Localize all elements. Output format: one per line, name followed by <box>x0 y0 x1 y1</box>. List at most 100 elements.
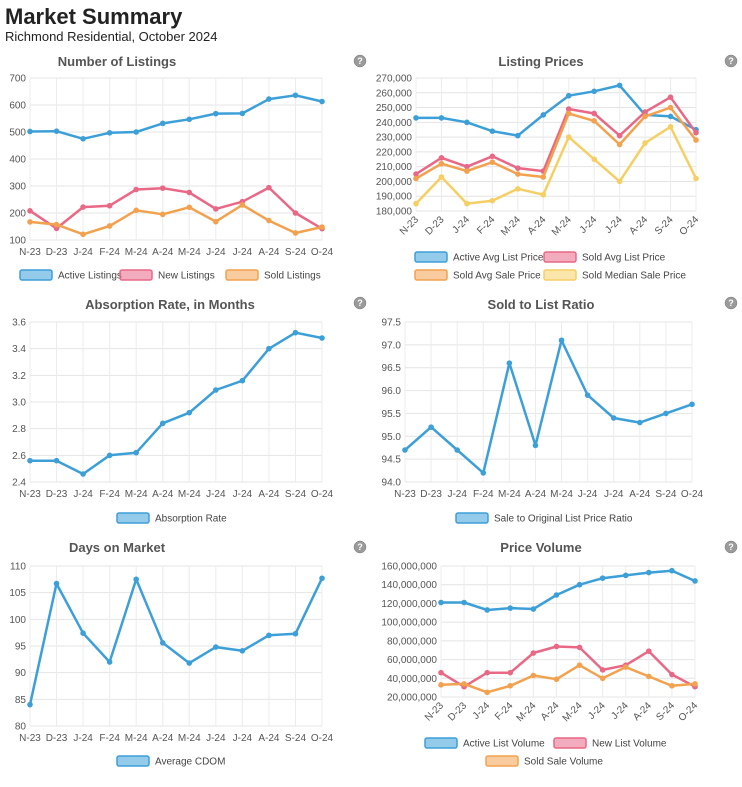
data-point-sold-listings <box>213 218 219 225</box>
legend-swatch[interactable] <box>424 737 458 749</box>
legend-item-sold-listings[interactable]: Sold Listings <box>225 269 321 282</box>
chart-title: Price Volume <box>500 540 581 555</box>
data-point-new-list-volume <box>553 643 560 650</box>
y-tick-label: 200,000 <box>376 177 413 188</box>
data-point-sold-sale-volume <box>692 681 698 687</box>
x-tick-label: S-24 <box>285 489 307 500</box>
legend-item-sold-median-sale-price[interactable]: Sold Median Sale Price <box>543 269 686 282</box>
legend-swatch[interactable] <box>116 755 150 767</box>
help-icon-circle[interactable] <box>724 54 738 68</box>
data-point-sold-listings <box>159 211 166 218</box>
help-icon[interactable]: ? <box>724 296 738 310</box>
data-point-absorption-rate <box>292 329 299 336</box>
data-point-sold-avg-list-price <box>464 163 470 170</box>
data-point-sold-median-sale-price <box>642 140 648 146</box>
help-icon[interactable]: ? <box>353 296 367 310</box>
data-point-active-list-volume <box>461 599 467 606</box>
help-icon-circle[interactable] <box>724 296 738 310</box>
x-tick-label: J-24 <box>73 489 93 500</box>
data-point-new-list-volume <box>669 671 675 678</box>
data-point-active-listings <box>53 128 60 134</box>
legend-item-sold-sale-volume[interactable]: Sold Sale Volume <box>485 755 603 768</box>
data-point-sold-median-sale-price <box>438 174 445 180</box>
legend-swatch[interactable] <box>225 269 259 281</box>
help-icon-circle[interactable] <box>724 540 738 554</box>
data-point-average-cdom <box>239 648 246 654</box>
legend-item-active-list-volume[interactable]: Active List Volume <box>424 737 545 750</box>
x-tick-label: S-24 <box>285 247 307 258</box>
series-line-sold-avg-list-price <box>415 95 698 176</box>
legend-label: Sold Sale Volume <box>524 757 603 768</box>
legend-item-sold-avg-sale-price[interactable]: Sold Avg Sale Price <box>414 269 541 282</box>
legend-swatch[interactable] <box>414 251 448 263</box>
legend-swatch[interactable] <box>19 269 53 281</box>
data-point-new-listings <box>213 206 219 212</box>
data-point-new-listings <box>186 189 193 196</box>
help-icon[interactable]: ? <box>353 54 367 68</box>
data-point-new-list-volume <box>599 667 606 673</box>
x-tick-label: A-24 <box>631 700 654 723</box>
legend-label: Active List Volume <box>463 739 545 750</box>
legend-swatch[interactable] <box>119 269 153 281</box>
x-tick-label: M-24 <box>125 489 148 500</box>
legend-swatch[interactable] <box>543 269 577 281</box>
data-point-sold-sale-volume <box>599 675 606 682</box>
data-point-sale-to-original-list-price-ratio <box>663 410 669 417</box>
x-tick-label: A-24 <box>152 489 174 500</box>
data-point-active-listings <box>133 129 139 135</box>
help-icon-glyph: ? <box>728 542 734 552</box>
help-icon[interactable]: ? <box>724 54 738 68</box>
legend-item-sold-avg-list-price[interactable]: Sold Avg List Price <box>543 251 666 264</box>
series-line-average-cdom <box>28 577 324 705</box>
data-point-sold-avg-sale-price <box>642 113 648 120</box>
data-point-average-cdom <box>319 575 325 582</box>
y-tick-label: 97.5 <box>382 318 402 329</box>
help-icon-circle[interactable] <box>353 54 367 68</box>
data-point-sold-avg-list-price <box>616 132 623 139</box>
legend-label: Sold Median Sale Price <box>582 271 686 282</box>
x-tick-label: J-24 <box>603 214 625 236</box>
data-point-sold-sale-volume <box>669 682 675 689</box>
x-tick-label: M-24 <box>125 247 148 258</box>
legend-item-new-list-volume[interactable]: New List Volume <box>553 737 667 750</box>
legend-item-absorption-rate[interactable]: Absorption Rate <box>116 512 227 525</box>
x-tick-label: N-23 <box>398 214 421 237</box>
x-tick-label: M-24 <box>178 247 201 258</box>
x-tick-label: O-24 <box>677 700 701 724</box>
help-icon[interactable]: ? <box>724 540 738 554</box>
legend-swatch[interactable] <box>553 737 587 749</box>
y-tick-label: 2.4 <box>12 478 26 489</box>
y-tick-label: 500 <box>9 128 26 139</box>
legend-item-active-listings[interactable]: Active Listings <box>19 269 122 282</box>
page-subtitle: Richmond Residential, October 2024 <box>5 29 218 44</box>
chart-sold-to-list-ratio: Sold to List Ratio ? 94.0 94.5 95.0 95.5 96.0 9… <box>382 296 738 525</box>
help-icon-circle[interactable] <box>353 540 367 554</box>
legend-item-average-cdom[interactable]: Average CDOM <box>116 755 225 768</box>
y-tick-label: 20,000,000 <box>387 693 437 704</box>
legend-swatch[interactable] <box>485 755 519 767</box>
data-point-sold-listings <box>27 219 33 225</box>
data-point-sold-sale-volume <box>461 681 467 687</box>
y-tick-label: 260,000 <box>376 88 413 99</box>
series-line-sold-listings <box>29 203 323 236</box>
legend-item-new-listings[interactable]: New Listings <box>119 269 215 282</box>
legend-item-active-avg-list-price[interactable]: Active Avg List Price <box>414 251 544 264</box>
legend-swatch[interactable] <box>116 512 150 524</box>
data-point-sale-to-original-list-price-ratio <box>506 360 513 366</box>
data-point-average-cdom <box>133 576 139 583</box>
x-tick-label: A-24 <box>627 214 650 237</box>
help-icon[interactable]: ? <box>353 540 367 554</box>
x-tick-label: J-24 <box>609 700 631 722</box>
help-icon-circle[interactable] <box>353 296 367 310</box>
x-tick-label: D-23 <box>423 214 446 237</box>
legend-swatch[interactable] <box>455 512 489 524</box>
legend-item-sale-to-original-list-price-ratio[interactable]: Sale to Original List Price Ratio <box>455 512 633 525</box>
legend-swatch[interactable] <box>414 269 448 281</box>
data-point-sold-avg-list-price <box>515 165 521 171</box>
y-tick-label: 96.0 <box>382 386 402 397</box>
series-line-active-list-volume <box>441 569 696 612</box>
x-tick-label: J-24 <box>447 489 467 500</box>
x-tick-label: A-24 <box>525 489 547 500</box>
x-tick-label: F-24 <box>99 489 120 500</box>
legend-swatch[interactable] <box>543 251 577 263</box>
